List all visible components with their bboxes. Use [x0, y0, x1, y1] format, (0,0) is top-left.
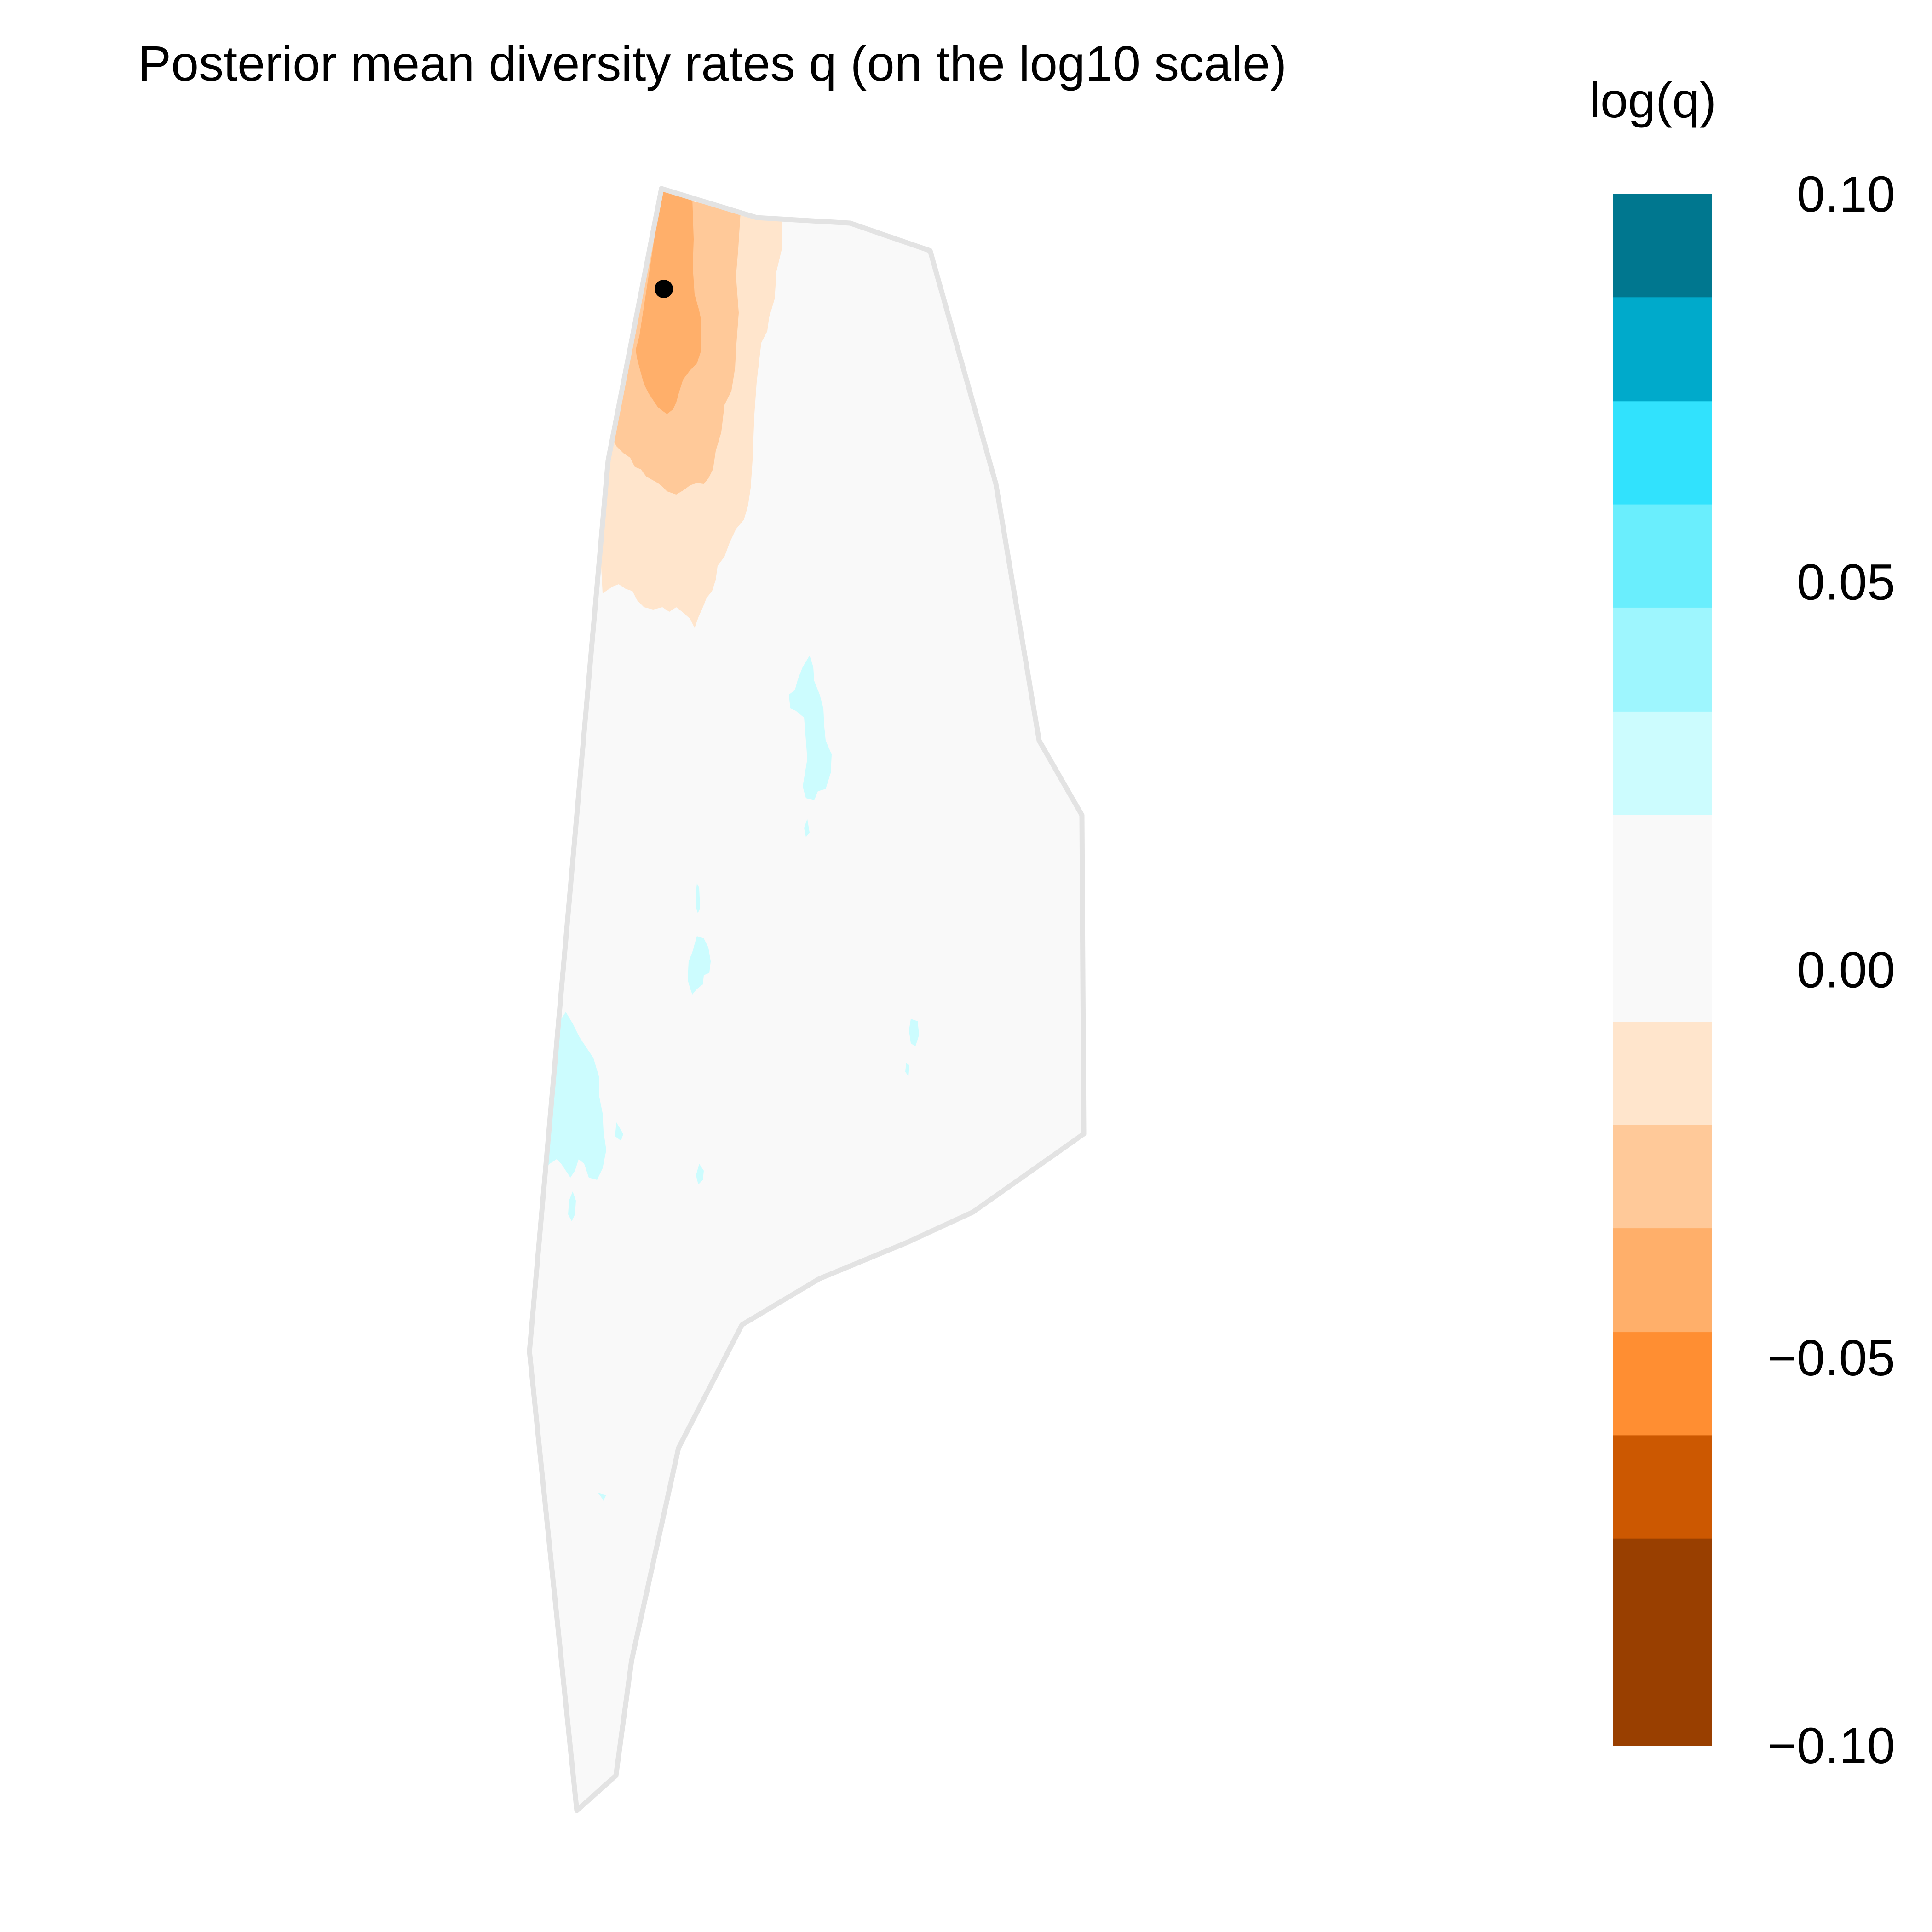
legend-title: log(q): [1589, 72, 1717, 128]
legend-tick-label: −0.10: [1767, 1718, 1895, 1774]
legend-color-bin: [1613, 815, 1712, 1022]
legend-tick-label: 0.10: [1797, 166, 1895, 223]
legend-tick-label: 0.00: [1797, 942, 1895, 999]
low-diversity-zone-core: [636, 189, 702, 414]
habitat-outline: [527, 186, 1087, 1813]
high-diversity-patch: [804, 819, 810, 837]
legend-tick-label: −0.05: [1767, 1330, 1895, 1386]
legend-color-bin: [1613, 1538, 1712, 1746]
legend-tick-label: 0.05: [1797, 554, 1895, 610]
high-diversity-patch: [615, 1122, 623, 1141]
legend-tick-labels: 0.10 0.05 0.00 −0.05 −0.10: [1767, 166, 1895, 1774]
legend-color-bin: [1613, 401, 1712, 505]
legend-color-bin: [1613, 1022, 1712, 1126]
legend-color-bin: [1613, 1125, 1712, 1229]
high-diversity-patch: [696, 1164, 704, 1184]
legend-color-bin: [1613, 1228, 1712, 1333]
high-diversity-patch: [598, 1493, 606, 1501]
legend-color-bin: [1613, 504, 1712, 608]
legend-color-bin: [1613, 1435, 1712, 1539]
high-diversity-patch: [909, 1019, 919, 1046]
legend-color-bin: [1613, 297, 1712, 402]
high-diversity-patch: [568, 1191, 576, 1221]
legend-color-bin: [1613, 711, 1712, 815]
high-diversity-patch: [696, 883, 700, 913]
sample-point: [655, 280, 673, 298]
legend-color-bin: [1613, 194, 1712, 298]
map-title: Posterior mean diversity rates q (on the…: [138, 35, 1287, 91]
high-diversity-patch: [789, 656, 832, 800]
high-diversity-patch: [688, 936, 711, 995]
high-diversity-patch: [905, 1063, 909, 1076]
legend-color-bin: [1613, 607, 1712, 712]
legend-color-bar: [1613, 194, 1712, 1746]
legend-color-bin: [1613, 1332, 1712, 1436]
